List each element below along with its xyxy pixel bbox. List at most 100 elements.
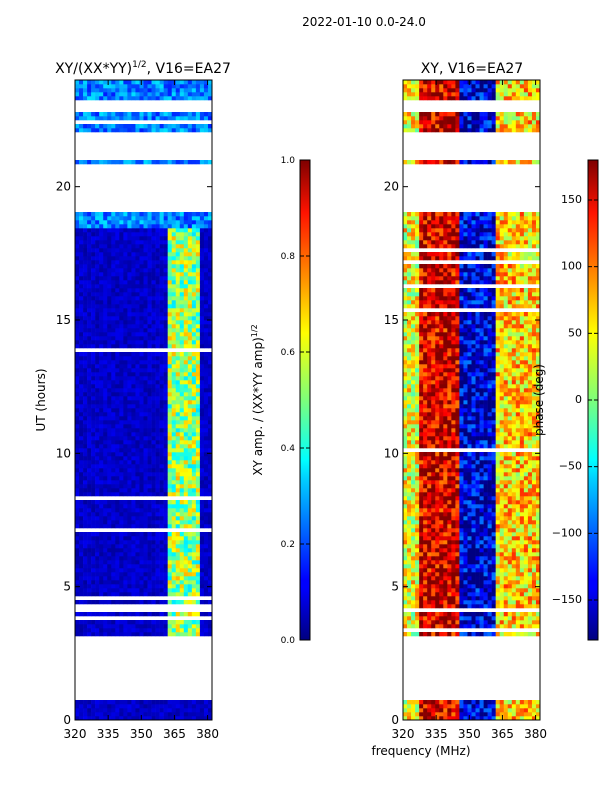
heatmap-cell: [139, 212, 144, 217]
heatmap-cell: [191, 340, 197, 345]
heatmap-cell: [475, 528, 480, 533]
heatmap-cell: [415, 552, 420, 557]
heatmap-cell: [163, 212, 168, 217]
heatmap-cell: [79, 512, 84, 517]
heatmap-cell: [179, 372, 185, 377]
heatmap-cell: [135, 364, 140, 369]
heatmap-cell: [155, 364, 160, 369]
heatmap-cell: [139, 216, 144, 221]
heatmap-cell: [135, 272, 140, 277]
heatmap-cell: [75, 548, 80, 553]
heatmap-cell: [115, 612, 120, 617]
heatmap-cell: [131, 388, 136, 393]
heatmap-cell: [403, 716, 408, 721]
heatmap-cell: [151, 364, 156, 369]
heatmap-cell: [175, 488, 181, 493]
heatmap-cell: [179, 620, 185, 625]
heatmap-cell: [135, 592, 140, 597]
heatmap-cell: [115, 368, 120, 373]
heatmap-cell: [207, 516, 213, 521]
heatmap-cell: [107, 476, 112, 481]
heatmap-cell: [411, 528, 416, 533]
heatmap-cell: [119, 468, 124, 473]
heatmap-cell: [83, 404, 88, 409]
heatmap-cell: [127, 260, 132, 265]
heatmap-cell: [479, 712, 484, 717]
heatmap-cell: [523, 548, 529, 553]
heatmap-cell: [147, 300, 152, 305]
heatmap-cell: [83, 456, 88, 461]
heatmap-cell: [75, 580, 80, 585]
heatmap-cell: [167, 292, 173, 297]
heatmap-cell: [127, 256, 132, 261]
heatmap-cell: [131, 220, 136, 225]
heatmap-cell: [79, 500, 84, 505]
heatmap-cell: [127, 444, 132, 449]
heatmap-cell: [499, 524, 505, 529]
heatmap-cell: [143, 308, 148, 313]
heatmap-cell: [111, 356, 116, 361]
heatmap-cell: [147, 252, 152, 257]
heatmap-cell: [79, 708, 84, 713]
heatmap-cell: [111, 276, 116, 281]
heatmap-cell: [195, 480, 201, 485]
heatmap-cell: [535, 528, 541, 533]
heatmap-cell: [83, 92, 88, 97]
heatmap-cell: [183, 344, 189, 349]
heatmap-cell: [147, 284, 152, 289]
heatmap-cell: [179, 244, 185, 249]
heatmap-cell: [107, 708, 112, 713]
heatmap-cell: [195, 444, 201, 449]
heatmap-cell: [147, 488, 152, 493]
heatmap-cell: [175, 572, 181, 577]
heatmap-cell: [203, 372, 209, 377]
heatmap-cell: [127, 248, 132, 253]
heatmap-cell: [175, 280, 181, 285]
heatmap-cell: [175, 408, 181, 413]
heatmap-cell: [91, 408, 96, 413]
heatmap-cell: [111, 492, 116, 497]
heatmap-cell: [187, 376, 193, 381]
heatmap-cell: [163, 336, 168, 341]
heatmap-cell: [435, 584, 440, 589]
heatmap-cell: [171, 492, 177, 497]
heatmap-cell: [403, 552, 408, 557]
heatmap-cell: [123, 500, 128, 505]
heatmap-cell: [131, 252, 136, 257]
heatmap-cell: [411, 548, 416, 553]
heatmap-cell: [103, 96, 108, 101]
heatmap-cell: [459, 712, 464, 717]
heatmap-cell: [199, 700, 205, 705]
heatmap-cell: [447, 536, 452, 541]
heatmap-cell: [83, 552, 88, 557]
heatmap-cell: [111, 316, 116, 321]
heatmap-cell: [103, 92, 108, 97]
heatmap-cell: [107, 160, 112, 165]
heatmap-cell: [431, 596, 436, 601]
heatmap-cell: [207, 84, 213, 89]
heatmap-cell: [407, 624, 412, 629]
heatmap-cell: [171, 288, 177, 293]
heatmap-cell: [407, 548, 412, 553]
heatmap-cell: [75, 564, 80, 569]
heatmap-cell: [119, 212, 124, 217]
heatmap-cell: [167, 268, 173, 273]
heatmap-cell: [111, 580, 116, 585]
heatmap-cell: [75, 628, 80, 633]
heatmap-cell: [531, 556, 537, 561]
heatmap-cell: [151, 464, 156, 469]
heatmap-cell: [91, 624, 96, 629]
heatmap-cell: [459, 560, 464, 565]
heatmap-cell: [527, 556, 533, 561]
heatmap-cell: [135, 708, 140, 713]
heatmap-cell: [427, 600, 432, 605]
heatmap-cell: [139, 708, 144, 713]
heatmap-cell: [143, 128, 148, 133]
heatmap-cell: [131, 340, 136, 345]
heatmap-cell: [111, 632, 116, 637]
heatmap-cell: [447, 708, 452, 713]
heatmap-cell: [127, 244, 132, 249]
heatmap-cell: [131, 320, 136, 325]
heatmap-cell: [199, 268, 205, 273]
heatmap-cell: [155, 484, 160, 489]
